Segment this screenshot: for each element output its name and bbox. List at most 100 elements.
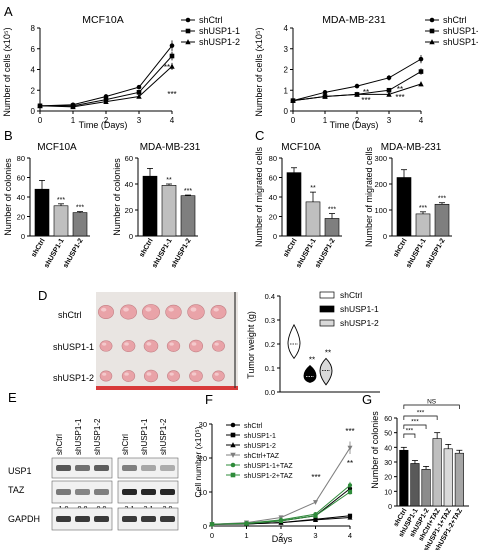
- category-label: shUSP1-2: [62, 237, 84, 269]
- y-tick-label: 60: [125, 154, 133, 163]
- data-point: [386, 91, 392, 97]
- y-tick-label: 40: [17, 193, 25, 202]
- panel-letter-a: A: [4, 4, 13, 19]
- x-tick-label: 3: [313, 531, 317, 540]
- y-tick-label: 50: [384, 431, 392, 438]
- y-tick-label: 40: [269, 193, 277, 202]
- bar: [454, 452, 464, 507]
- tumor-highlight: [146, 372, 152, 376]
- significance-label: ***: [419, 205, 427, 212]
- y-tick-label: 2: [284, 66, 289, 75]
- bar: [142, 175, 158, 237]
- x-tick-label: 2: [104, 116, 109, 125]
- tumor-sample: [189, 369, 203, 383]
- data-point: [244, 521, 249, 526]
- data-point: [136, 93, 142, 99]
- significance-label: ***: [417, 410, 425, 417]
- y-tick-label: 10: [199, 488, 207, 497]
- blot-band: [75, 465, 90, 471]
- y-tick-label: 4: [284, 24, 289, 33]
- chart-g: Number of colonies 0102030405060shCtrlsh…: [370, 399, 469, 550]
- chart-c2-ylabel: Number of migrated cells: [364, 146, 374, 247]
- tumor-highlight: [214, 372, 219, 376]
- legend-marker: [230, 462, 236, 468]
- y-tick-label: 0: [203, 522, 207, 531]
- data-point: [169, 53, 175, 59]
- legend-marker: [185, 39, 191, 45]
- data-point: [386, 75, 392, 81]
- panel-letter-d: D: [38, 288, 47, 303]
- y-tick-label: 80: [269, 154, 277, 163]
- significance-label: ***: [328, 207, 336, 214]
- chart-b1-title: MCF10A: [37, 142, 77, 153]
- chart-f-xlabel: Days: [272, 534, 293, 544]
- y-tick-label: 60: [17, 174, 25, 183]
- tumor-photo: shCtrl shUSP1-1 shUSP1-2: [53, 292, 238, 390]
- x-tick-label: 3: [387, 116, 392, 125]
- blot-band: [160, 465, 175, 471]
- tumor-highlight: [168, 307, 174, 312]
- panel-letter-b: B: [4, 128, 13, 143]
- tumor-highlight: [145, 307, 152, 312]
- blot-row-label: TAZ: [8, 485, 25, 495]
- legend-marker: [185, 28, 191, 34]
- legend-marker: [230, 472, 236, 478]
- legend-marker: [230, 452, 236, 458]
- tumor-sample: [165, 304, 182, 320]
- data-point: [290, 97, 296, 103]
- violin: [319, 357, 333, 386]
- tumor-sample: [121, 370, 136, 382]
- blot-band: [75, 516, 90, 522]
- western-blot-lanes: USP1TAZGAPDHshCtrlshUSP1-1shUSP1-21.51.1…: [8, 418, 179, 531]
- data-point: [347, 514, 353, 520]
- tumor-photo-samples: [98, 304, 227, 383]
- significance-label: **: [309, 356, 315, 365]
- y-tick-label: 200: [374, 180, 387, 189]
- bar: [161, 185, 177, 237]
- blot-membrane: [117, 457, 179, 479]
- significance-bracket: [403, 415, 438, 420]
- y-tick-label: 0: [129, 232, 133, 241]
- tumor-highlight: [124, 342, 129, 346]
- x-tick-label: 0: [291, 116, 296, 125]
- bar: [72, 212, 88, 237]
- category-label: shUSP1-2: [424, 237, 446, 269]
- panel-letter-g: G: [362, 392, 372, 407]
- blot-band: [141, 465, 156, 471]
- data-point: [136, 84, 142, 90]
- panel-letter-e: E: [8, 390, 17, 405]
- data-point: [386, 87, 392, 93]
- significance-bracket: [403, 404, 460, 409]
- chart-a2-annotation: **: [363, 88, 369, 97]
- data-point: [347, 445, 353, 451]
- lane-label: shUSP1-2: [93, 418, 102, 455]
- significance-bracket: [403, 424, 427, 429]
- data-point: [278, 518, 284, 523]
- tumor-highlight: [101, 307, 107, 312]
- blot-band: [122, 465, 137, 471]
- significance-label: **: [310, 185, 316, 192]
- category-label: shCtrl: [393, 237, 409, 258]
- y-tick-label: 8: [31, 24, 36, 33]
- significance-label: **: [325, 348, 331, 357]
- x-tick-label: 2: [355, 116, 360, 125]
- tumor-sample: [99, 340, 113, 352]
- legend-marker: [230, 422, 236, 428]
- y-tick-label: 20: [384, 475, 392, 482]
- data-point: [354, 83, 360, 89]
- chart-a2: MDA-MB-231 Number of cells (x10⁵) Time (…: [254, 14, 478, 130]
- significance-label: ***: [76, 205, 84, 212]
- chart-b2-ylabel: Number of colonies: [112, 158, 122, 236]
- y-tick-label: 0: [21, 232, 25, 241]
- blot-band: [56, 489, 71, 495]
- y-tick-label: 40: [125, 180, 133, 189]
- chart-a2-plot: 0 1 2 3 4 0 1 2 3 4: [284, 24, 424, 125]
- chart-c1-ylabel: Number of migrated cells: [254, 146, 264, 247]
- data-point: [418, 56, 424, 62]
- significance-label: ***: [406, 428, 414, 435]
